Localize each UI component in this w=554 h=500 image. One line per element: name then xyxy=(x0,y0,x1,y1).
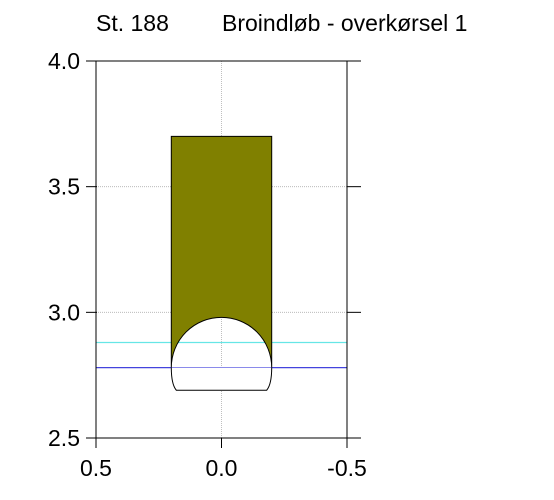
culvert-bottom-outline xyxy=(170,367,273,391)
y-tick-label: 3.0 xyxy=(48,299,80,325)
y-tick-label: 2.5 xyxy=(48,425,80,451)
y-tick-label: 3.5 xyxy=(48,174,80,200)
culvert-structure xyxy=(170,135,273,391)
x-tick-label: 0.5 xyxy=(80,455,112,481)
x-axis: 0.5 0.0 -0.5 xyxy=(80,438,367,481)
x-tick-label: -0.5 xyxy=(327,455,367,481)
y-axis: 2.5 3.0 3.5 4.0 xyxy=(48,48,361,451)
x-tick-label: 0.0 xyxy=(206,455,238,481)
chart-title-name: Broindløb - overkørsel 1 xyxy=(222,10,467,36)
embankment-fill xyxy=(170,135,273,368)
y-tick-label: 4.0 xyxy=(48,48,80,74)
chart-title-station: St. 188 xyxy=(96,10,169,36)
